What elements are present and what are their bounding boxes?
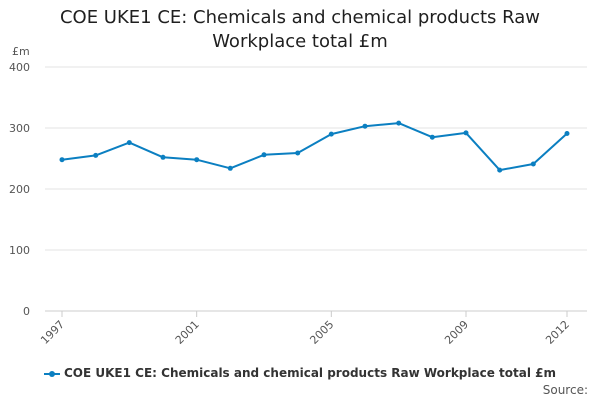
x-tick-label: 1997 xyxy=(38,318,67,347)
y-tick-label: 100 xyxy=(9,244,30,257)
legend-line-marker-icon xyxy=(44,369,60,379)
data-point-2006[interactable] xyxy=(362,123,368,129)
y-axis-label: £m xyxy=(12,45,30,58)
data-point-2005[interactable] xyxy=(328,131,334,137)
data-point-2011[interactable] xyxy=(530,161,536,167)
data-point-1999[interactable] xyxy=(126,140,132,146)
chart-title-line-1: COE UKE1 CE: Chemicals and chemical prod… xyxy=(59,7,541,28)
chart-title: COE UKE1 CE: Chemicals and chemical prod… xyxy=(0,6,600,54)
y-axis-ticks: 0 100 200 300 400 xyxy=(9,61,30,318)
data-point-2001[interactable] xyxy=(194,157,200,163)
data-point-2012[interactable] xyxy=(564,131,570,136)
data-point-2008[interactable] xyxy=(429,134,435,140)
x-tick-label: 2001 xyxy=(173,318,202,347)
data-point-2000[interactable] xyxy=(160,154,166,160)
data-point-2007[interactable] xyxy=(396,120,402,126)
x-axis: 1997 2001 2005 2009 2012 xyxy=(38,310,587,347)
series-line xyxy=(61,122,568,172)
data-point-2002[interactable] xyxy=(227,165,233,171)
y-tick-label: 400 xyxy=(9,61,30,74)
data-point-2009[interactable] xyxy=(463,130,469,136)
y-tick-label: 0 xyxy=(23,305,30,318)
y-tick-label: 300 xyxy=(9,122,30,135)
legend-label: COE UKE1 CE: Chemicals and chemical prod… xyxy=(64,366,556,380)
data-point-2004[interactable] xyxy=(295,150,301,156)
legend[interactable]: COE UKE1 CE: Chemicals and chemical prod… xyxy=(0,366,600,380)
chart-title-line-2: Workplace total £m xyxy=(212,31,388,52)
grid-lines xyxy=(45,66,587,312)
source-label: Source: xyxy=(542,383,588,397)
x-tick-label: 2009 xyxy=(442,318,471,347)
data-point-2010[interactable] xyxy=(497,167,503,173)
series-group xyxy=(59,120,570,173)
y-tick-label: 200 xyxy=(9,183,30,196)
x-tick-label: 2012 xyxy=(543,318,572,347)
x-tick-label: 2005 xyxy=(307,318,336,347)
data-point-1997[interactable] xyxy=(59,157,65,163)
data-point-1998[interactable] xyxy=(93,152,99,158)
data-point-2003[interactable] xyxy=(261,152,267,158)
